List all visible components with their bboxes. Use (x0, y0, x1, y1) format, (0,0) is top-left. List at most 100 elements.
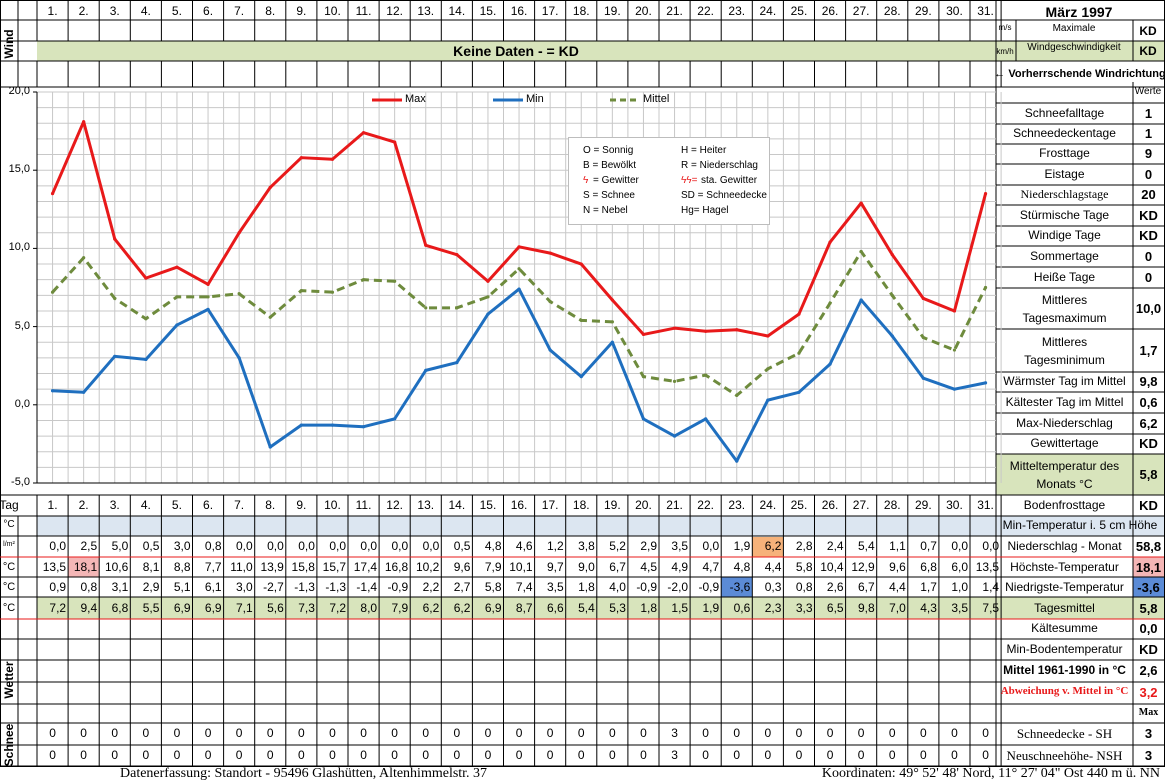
data-point-min (517, 287, 521, 291)
data-point-min (237, 356, 241, 360)
data-point-mittel (921, 335, 925, 340)
data-point-min (859, 298, 863, 302)
legend-bewoelkt: B = Bewölkt (583, 160, 637, 171)
data-point-max (952, 309, 957, 313)
data-point-mittel (579, 318, 583, 322)
data-point-min (144, 357, 148, 362)
data-point-min (393, 417, 397, 421)
daily-mean-label-bg (996, 597, 1164, 619)
data-point-max (859, 201, 863, 205)
lightning-icon: ϟ (583, 175, 589, 186)
data-point-min (797, 390, 801, 394)
data-point-min (641, 417, 646, 421)
data-point-mittel (828, 301, 832, 305)
data-point-min (890, 334, 894, 338)
data-point-min (330, 423, 335, 427)
min-temp-5cm-label-bg (996, 516, 1164, 536)
data-point-min (299, 423, 303, 427)
data-point-mittel (704, 373, 708, 377)
data-point-min (82, 390, 86, 394)
data-point-mittel (797, 351, 801, 355)
data-point-mittel (952, 348, 957, 352)
legend-niederschlag: R = Niederschlag (681, 160, 758, 171)
data-point-max (206, 282, 210, 286)
data-point-max (766, 334, 770, 338)
data-point-mittel (890, 293, 894, 297)
data-point-mittel (641, 375, 646, 379)
data-point-mittel (361, 278, 366, 282)
max-highlight-cell (68, 557, 100, 577)
data-point-mittel (393, 279, 397, 283)
data-point-max (237, 231, 241, 235)
weather-legend: O = Sonnig H = Heiter B = Bewölkt R = Ni… (568, 137, 770, 225)
min-temp-5cm-row-bg (37, 516, 996, 536)
data-point-min (672, 434, 677, 438)
min-summary-highlight (1133, 577, 1164, 597)
data-point-max (828, 240, 832, 244)
data-point-min (424, 368, 428, 372)
data-point-max (983, 192, 988, 196)
data-point-min (610, 340, 614, 344)
daily-mean-row-bg (37, 597, 996, 619)
data-point-max (890, 253, 894, 257)
data-point-max (361, 131, 366, 135)
data-point-max (486, 279, 490, 283)
data-point-max (330, 157, 335, 161)
data-point-mittel (455, 306, 459, 310)
data-point-max (579, 262, 583, 266)
data-point-max (175, 265, 179, 269)
data-point-min (828, 362, 832, 366)
data-point-max (144, 276, 148, 280)
double-lightning-icon: ϟϟ= (681, 175, 698, 186)
legend-nebel: N = Nebel (583, 205, 628, 216)
data-point-max (268, 185, 272, 190)
data-point-mittel (268, 315, 272, 319)
sheet-border (0, 0, 1165, 767)
data-point-mittel (424, 306, 428, 310)
data-point-max (610, 298, 614, 302)
data-point-max (424, 243, 428, 247)
data-point-mittel (672, 379, 677, 383)
data-point-mittel (206, 295, 210, 299)
data-point-max (299, 156, 303, 160)
data-point-min (268, 445, 272, 449)
legend-heiter: H = Heiter (681, 145, 727, 156)
data-point-mittel (517, 267, 521, 271)
data-point-mittel (766, 367, 770, 371)
legend-schneedecke: SD = Schneedecke (681, 190, 767, 201)
no-data-banner-bg (37, 41, 996, 61)
data-point-max (704, 329, 708, 333)
data-point-min (50, 389, 55, 393)
data-point-max (921, 296, 925, 301)
data-point-min (113, 354, 117, 358)
data-point-min (735, 459, 739, 463)
data-point-min (206, 307, 210, 311)
data-point-min (486, 312, 490, 316)
data-point-mittel (859, 249, 863, 254)
data-point-max (641, 332, 646, 337)
data-point-min (921, 376, 925, 380)
data-point-max (548, 251, 552, 255)
data-point-max (50, 192, 55, 196)
data-point-max (113, 237, 117, 241)
data-point-mittel (299, 289, 303, 293)
data-point-mittel (330, 290, 335, 294)
data-point-mittel (548, 299, 552, 304)
data-point-mittel (983, 285, 988, 290)
data-point-mittel (486, 295, 490, 299)
data-point-max (735, 328, 739, 332)
precip-highlight-cell (752, 537, 784, 557)
data-point-mittel (175, 295, 179, 299)
data-point-mittel (50, 290, 55, 294)
data-point-mittel (237, 292, 241, 296)
legend-hagel: Hg= Hagel (681, 205, 729, 216)
data-point-min (766, 398, 770, 402)
data-point-min (952, 387, 957, 391)
data-point-mittel (735, 393, 739, 398)
data-point-mittel (82, 256, 86, 260)
data-point-min (704, 417, 708, 421)
wind-kmh-bg (996, 41, 1164, 61)
data-point-min (361, 425, 366, 429)
max-summary-highlight (1133, 557, 1164, 577)
